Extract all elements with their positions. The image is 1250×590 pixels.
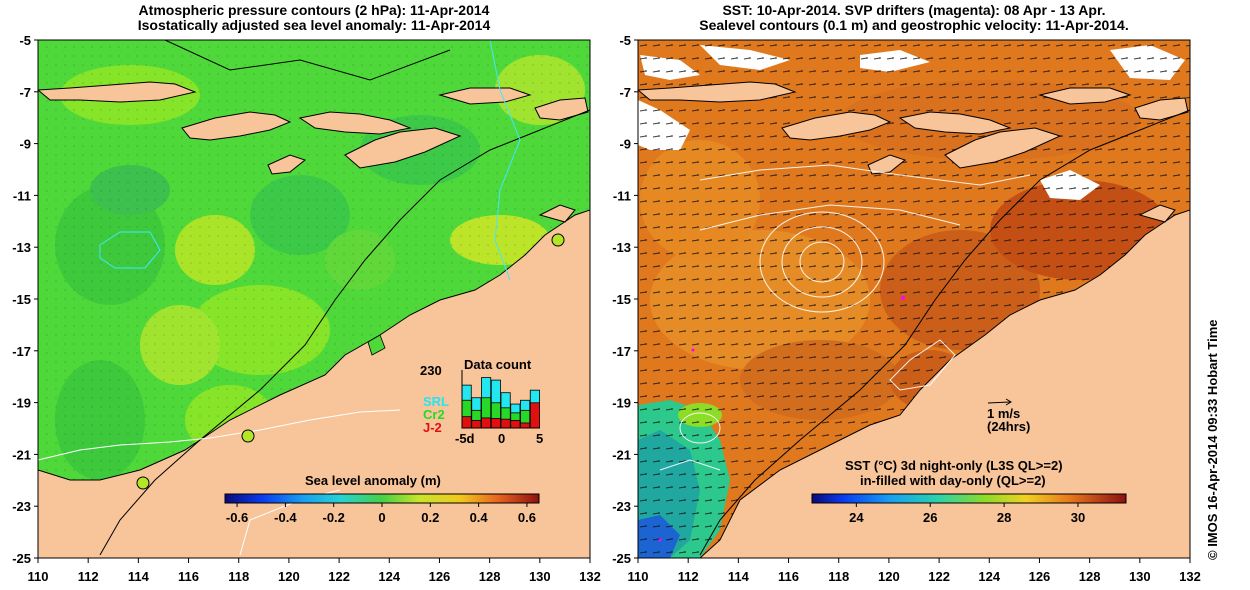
x-tick-label: 116	[778, 569, 799, 584]
sst-colorbar-title-line2: in-filled with day-only (QL>=2)	[860, 473, 1046, 488]
y-tick-label: -5	[19, 33, 31, 48]
y-tick-label: -5	[619, 33, 631, 48]
y-tick-label: -11	[13, 188, 31, 203]
data-count-x-label-mid: 0	[498, 431, 505, 446]
sla-colorbar-title: Sea level anomaly (m)	[305, 473, 441, 488]
y-tick-label: -9	[19, 137, 31, 152]
copyright: © IMOS 16-Apr-2014 09:33 Hobart Time	[1205, 319, 1220, 560]
data-count-bar-j-2	[500, 418, 511, 429]
colorbar-tick-label: -0.6	[226, 510, 248, 525]
left-title: Atmospheric pressure contours (2 hPa): 1…	[38, 3, 590, 33]
y-tick-label: -25	[12, 551, 31, 566]
colorbar-tick-label: -0.2	[322, 510, 344, 525]
y-tick-label: -17	[12, 344, 31, 359]
velocity-scale: 1 m/s (24hrs)	[987, 398, 1030, 434]
colorbar-tick-label: 0.2	[421, 510, 439, 525]
sst-colorbar-ticks: 24 26 28 30	[849, 503, 1085, 525]
x-tick-label: 120	[278, 569, 300, 584]
data-count-bar-j-2	[461, 416, 472, 429]
data-count-x-label-end: 5	[536, 431, 543, 446]
sla-colorbar-ticks: -0.6 -0.4 -0.2 0 0.2 0.4 0.6	[226, 503, 536, 525]
x-tick-label: 128	[1079, 569, 1101, 584]
y-tick-label: -11	[613, 188, 631, 203]
x-tick-label: 132	[1179, 569, 1201, 584]
x-tick-label: 114	[128, 569, 150, 584]
colorbar-tick-label: 0.4	[470, 510, 489, 525]
sla-map	[38, 40, 590, 558]
x-tick-label: 110	[28, 569, 49, 584]
colorbar-tick-label: 0.6	[518, 510, 536, 525]
x-tick-label: 118	[228, 569, 249, 584]
left-title-line2: Isostatically adjusted sea level anomaly…	[137, 17, 491, 33]
y-tick-label: -15	[612, 292, 631, 307]
y-tick-label: -19	[612, 396, 631, 411]
sla-colorbar: Sea level anomaly (m) -0.6 -0.4 -0.2 0 0.2 0.…	[224, 473, 540, 525]
x-tick-label: 124	[378, 569, 400, 584]
x-tick-label: 122	[928, 569, 950, 584]
velocity-label: 1 m/s	[987, 406, 1020, 421]
x-tick-label: 118	[828, 569, 849, 584]
data-count-bar-j-2	[490, 418, 501, 429]
x-tick-label: 128	[479, 569, 501, 584]
sst-colorbar: SST (°C) 3d night-only (L3S QL>=2) in-fi…	[811, 458, 1127, 525]
colorbar-tick-label: 30	[1071, 510, 1085, 525]
colorbar-tick-label: -0.4	[274, 510, 297, 525]
y-tick-label: -21	[612, 447, 631, 462]
x-tick-label: 126	[1029, 569, 1051, 584]
legend-srl: SRL	[423, 394, 449, 409]
legend-cr2: Cr2	[423, 407, 445, 422]
y-tick-label: -15	[12, 292, 31, 307]
x-tick-label: 110	[628, 569, 649, 584]
right-title-line1: SST: 10-Apr-2014. SVP drifters (magenta)…	[722, 2, 1106, 18]
y-tick-label: -7	[619, 85, 631, 100]
x-tick-label: 122	[328, 569, 350, 584]
x-tick-label: 114	[728, 569, 750, 584]
x-tick-label: 124	[978, 569, 1000, 584]
data-count-x-label-start: -5d	[455, 431, 475, 446]
colorbar-tick-label: 26	[923, 510, 937, 525]
y-tick-label: -13	[612, 240, 631, 255]
x-tick-label: 116	[178, 569, 199, 584]
data-count-title: Data count	[464, 357, 532, 372]
colorbar-tick-label: 24	[849, 510, 864, 525]
colorbar-tick-label: 0	[378, 510, 385, 525]
x-tick-label: 130	[1129, 569, 1151, 584]
y-tick-label: -13	[12, 240, 31, 255]
sst-colorbar-title-line1: SST (°C) 3d night-only (L3S QL>=2)	[845, 458, 1063, 473]
velocity-sublabel: (24hrs)	[987, 419, 1030, 434]
data-count-ymax: 230	[420, 363, 442, 378]
y-tick-label: -25	[612, 551, 631, 566]
left-title-line1: Atmospheric pressure contours (2 hPa): 1…	[138, 2, 490, 18]
y-tick-label: -19	[12, 396, 31, 411]
data-count-bar-j-2	[520, 422, 531, 429]
sst-map	[638, 40, 1190, 558]
data-count-inset: Data count 230 SRL Cr2 J-2 -5d 0 5	[420, 357, 543, 446]
y-tick-label: -7	[19, 85, 31, 100]
x-tick-label: 112	[78, 569, 99, 584]
x-tick-label: 130	[529, 569, 551, 584]
x-tick-label: 112	[678, 569, 699, 584]
y-tick-label: -9	[619, 137, 631, 152]
x-tick-label: 120	[878, 569, 900, 584]
y-tick-label: -23	[12, 499, 31, 514]
x-tick-label: 126	[429, 569, 451, 584]
y-tick-label: -21	[12, 447, 31, 462]
legend-j2: J-2	[423, 420, 442, 435]
data-count-bar-j-2	[481, 417, 492, 429]
right-title-line2: Sealevel contours (0.1 m) and geostrophi…	[699, 17, 1129, 33]
colorbar-tick-label: 28	[997, 510, 1011, 525]
right-title: SST: 10-Apr-2014. SVP drifters (magenta)…	[638, 3, 1190, 33]
data-count-bar-j-2	[471, 420, 482, 429]
y-tick-label: -17	[612, 344, 631, 359]
x-tick-label: 132	[579, 569, 601, 584]
data-count-bar-j-2	[529, 402, 540, 429]
axis-ticks: 110 112 114 116 118 120 122 124 126 128 130 132 -5 -7…	[12, 33, 1201, 584]
data-count-bar-j-2	[510, 420, 521, 429]
y-tick-label: -23	[612, 499, 631, 514]
